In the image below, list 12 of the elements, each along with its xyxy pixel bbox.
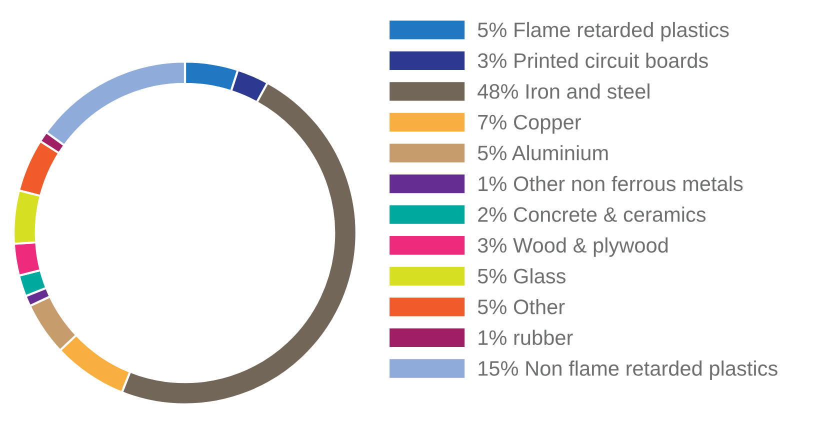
legend-label: 1% Other non ferrous metals xyxy=(478,176,743,192)
legend-label: 5% Glass xyxy=(478,268,566,284)
legend-label: 3% Wood & plywood xyxy=(478,237,668,257)
legend-label: 5% Other xyxy=(478,298,565,314)
legend-label: 7% Copper xyxy=(478,114,581,134)
legend-label: 1% rubber xyxy=(478,330,573,346)
legend-label: 48% Iron and steel xyxy=(478,84,650,99)
legend-label: 5% Flame retarded plastics xyxy=(478,22,729,42)
legend-label: 5% Aluminium xyxy=(478,145,608,160)
legend-label: 3% Printed circuit boards xyxy=(478,52,708,68)
legend-label: 2% Concrete & ceramics xyxy=(478,206,706,222)
legend-label: 15% Non flame retarded plastics xyxy=(478,360,778,380)
